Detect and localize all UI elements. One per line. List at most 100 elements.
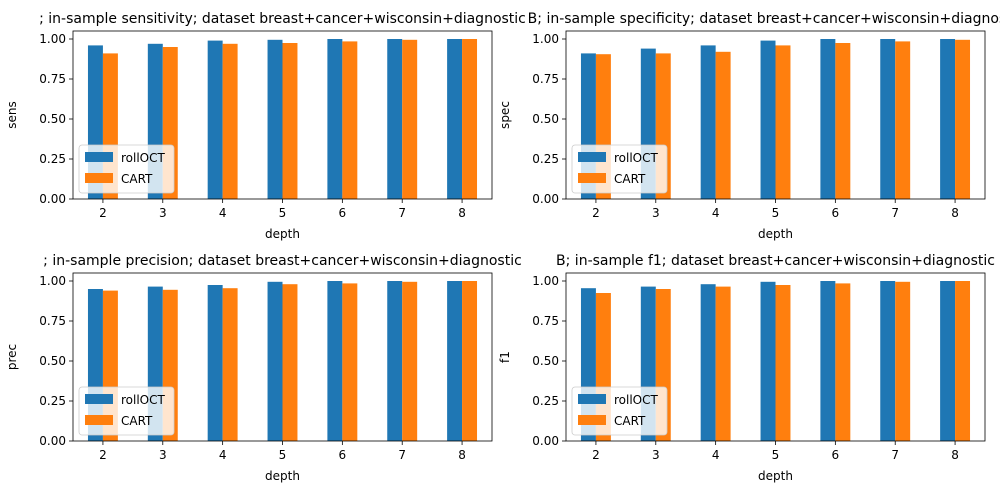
x-tick-label: 4 xyxy=(712,448,720,462)
y-axis-label: sens xyxy=(5,101,19,129)
y-tick-label: 0.75 xyxy=(532,72,559,86)
y-tick-label: 0.00 xyxy=(532,192,559,206)
bar-rolloct-depth-6 xyxy=(327,39,343,199)
x-tick-label: 6 xyxy=(339,448,347,462)
legend-swatch-cart xyxy=(578,415,606,425)
legend-swatch-rolloct xyxy=(578,394,606,404)
bar-rolloct-depth-4 xyxy=(700,45,716,200)
bar-rolloct-depth-8 xyxy=(940,39,956,199)
x-tick-label: 3 xyxy=(652,448,660,462)
bar-rolloct-depth-5 xyxy=(267,39,283,199)
x-tick-label: 2 xyxy=(99,206,107,220)
y-tick-label: 0.50 xyxy=(39,112,66,126)
figure-root: 2 3 4 5 6 7 8 0.00 0.25 0.50 0.75 1.00 depth sens ; in… xyxy=(5,11,1000,483)
bar-cart-depth-5 xyxy=(775,285,791,441)
y-tick-label: 0.25 xyxy=(532,152,559,166)
x-tick-label: 6 xyxy=(832,206,840,220)
bar-rolloct-depth-7 xyxy=(880,281,896,441)
bar-cart-depth-8 xyxy=(462,281,478,441)
y-tick-label: 0.25 xyxy=(39,394,66,408)
chart-title: B; in-sample f1; dataset breast+cancer+w… xyxy=(556,253,995,269)
y-axis-label: spec xyxy=(498,101,512,129)
bar-cart-depth-8 xyxy=(955,281,971,441)
y-tick-label: 0.25 xyxy=(532,394,559,408)
legend-label-rolloct: rollOCT xyxy=(121,393,166,407)
y-tick-label: 1.00 xyxy=(532,274,559,288)
y-tick-label: 0.50 xyxy=(532,354,559,368)
bar-rolloct-depth-7 xyxy=(387,281,403,441)
x-tick-label: 3 xyxy=(159,206,167,220)
x-tick-label: 5 xyxy=(279,448,287,462)
bar-rolloct-depth-8 xyxy=(447,281,463,441)
legend: rollOCT CART xyxy=(571,144,668,194)
bar-rolloct-depth-7 xyxy=(387,39,403,199)
x-tick-label: 8 xyxy=(458,448,466,462)
legend-swatch-cart xyxy=(85,415,113,425)
bar-rolloct-depth-7 xyxy=(880,39,896,199)
chart-panel-1: 2 3 4 5 6 7 8 0.00 0.25 0.50 0.75 1.00 depth sens ; in… xyxy=(5,11,526,241)
y-tick-label: 0.75 xyxy=(39,314,66,328)
y-tick-label: 1.00 xyxy=(532,32,559,46)
bar-cart-depth-4 xyxy=(222,288,238,441)
y-axis-label: prec xyxy=(5,344,19,370)
bar-rolloct-depth-4 xyxy=(207,40,223,199)
bar-rolloct-depth-5 xyxy=(760,40,776,199)
chart-title: ; in-sample precision; dataset breast+ca… xyxy=(43,253,522,269)
legend-label-rolloct: rollOCT xyxy=(614,151,659,165)
legend-label-cart: CART xyxy=(121,172,153,186)
x-tick-label: 4 xyxy=(219,448,227,462)
bar-cart-depth-8 xyxy=(462,39,478,199)
x-tick-label: 4 xyxy=(712,206,720,220)
chart-panel-2: 2 3 4 5 6 7 8 0.00 0.25 0.50 0.75 1.00 depth spec B; i… xyxy=(498,11,1000,241)
legend-swatch-cart xyxy=(578,173,606,183)
x-tick-label: 5 xyxy=(772,206,780,220)
x-tick-label: 3 xyxy=(652,206,660,220)
bar-cart-depth-5 xyxy=(282,43,298,199)
legend-label-rolloct: rollOCT xyxy=(614,393,659,407)
x-tick-label: 7 xyxy=(891,206,899,220)
x-tick-label: 2 xyxy=(592,206,600,220)
bar-cart-depth-4 xyxy=(715,51,731,199)
legend-swatch-rolloct xyxy=(578,152,606,162)
x-axis-label: depth xyxy=(265,227,300,241)
bar-rolloct-depth-6 xyxy=(820,39,836,199)
legend-swatch-rolloct xyxy=(85,394,113,404)
bar-rolloct-depth-8 xyxy=(447,39,463,199)
bar-cart-depth-7 xyxy=(895,281,911,441)
y-tick-label: 0.25 xyxy=(39,152,66,166)
legend: rollOCT CART xyxy=(78,144,175,194)
x-tick-label: 5 xyxy=(279,206,287,220)
bar-cart-depth-6 xyxy=(342,41,358,200)
legend-label-cart: CART xyxy=(614,172,646,186)
x-axis-label: depth xyxy=(758,227,793,241)
x-axis-label: depth xyxy=(265,469,300,483)
x-tick-label: 5 xyxy=(772,448,780,462)
x-tick-label: 6 xyxy=(832,448,840,462)
x-tick-label: 8 xyxy=(951,448,959,462)
x-tick-label: 7 xyxy=(398,206,406,220)
x-tick-label: 8 xyxy=(458,206,466,220)
bar-cart-depth-5 xyxy=(282,284,298,441)
bar-cart-depth-7 xyxy=(402,281,418,441)
x-tick-label: 6 xyxy=(339,206,347,220)
chart-title: ; in-sample sensitivity; dataset breast+… xyxy=(39,11,526,27)
bar-rolloct-depth-5 xyxy=(267,281,283,441)
bar-cart-depth-7 xyxy=(402,39,418,199)
x-tick-label: 3 xyxy=(159,448,167,462)
legend-swatch-cart xyxy=(85,173,113,183)
x-tick-label: 2 xyxy=(592,448,600,462)
chart-title: B; in-sample specificity; dataset breast… xyxy=(528,11,1000,27)
legend-label-rolloct: rollOCT xyxy=(121,151,166,165)
legend-label-cart: CART xyxy=(121,414,153,428)
x-tick-label: 7 xyxy=(891,448,899,462)
bar-cart-depth-6 xyxy=(835,283,851,441)
legend: rollOCT CART xyxy=(78,386,175,436)
bar-rolloct-depth-6 xyxy=(820,281,836,441)
y-tick-label: 1.00 xyxy=(39,274,66,288)
bar-cart-depth-6 xyxy=(342,283,358,441)
chart-panel-4: 2 3 4 5 6 7 8 0.00 0.25 0.50 0.75 1.00 depth f1 B; in-… xyxy=(498,253,995,483)
bar-rolloct-depth-6 xyxy=(327,281,343,441)
y-axis-label: f1 xyxy=(498,351,512,363)
y-tick-label: 0.50 xyxy=(532,112,559,126)
